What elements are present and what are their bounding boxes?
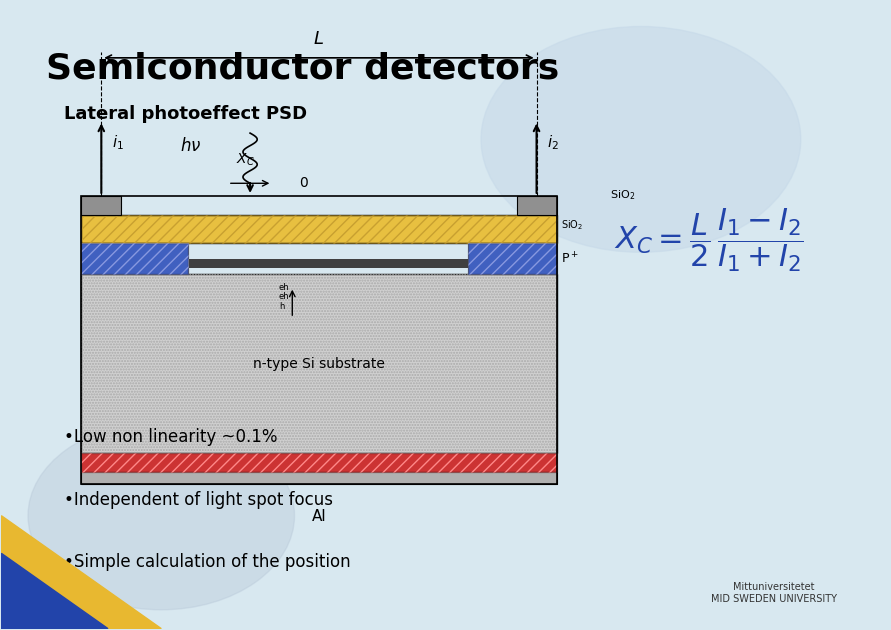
Bar — [81, 215, 557, 243]
Text: Mittuniversitetet
MID SWEDEN UNIVERSITY: Mittuniversitetet MID SWEDEN UNIVERSITY — [711, 582, 838, 604]
Text: •Independent of light spot focus: •Independent of light spot focus — [63, 491, 332, 508]
Text: $L$: $L$ — [314, 30, 324, 49]
Text: eh: eh — [279, 292, 290, 301]
Bar — [468, 243, 557, 274]
Polygon shape — [2, 553, 108, 629]
Bar — [81, 453, 557, 472]
Bar — [468, 243, 557, 274]
Bar — [81, 453, 557, 472]
Text: P$^+$: P$^+$ — [561, 251, 579, 266]
Bar — [81, 196, 121, 215]
Bar — [81, 215, 557, 243]
Text: •Low non linearity ~0.1%: •Low non linearity ~0.1% — [63, 428, 277, 446]
Text: n-type Si substrate: n-type Si substrate — [253, 357, 385, 370]
Bar — [81, 274, 557, 453]
Text: eh: eh — [279, 283, 290, 292]
Circle shape — [481, 26, 801, 252]
Text: $i_2$: $i_2$ — [547, 133, 560, 152]
Bar — [81, 472, 557, 484]
Bar — [188, 258, 468, 268]
Circle shape — [28, 421, 295, 610]
Text: $0$: $0$ — [299, 176, 309, 190]
Bar — [81, 274, 557, 453]
Text: $i_1$: $i_1$ — [112, 133, 124, 152]
Bar — [81, 243, 188, 274]
Text: $h\nu$: $h\nu$ — [180, 137, 201, 154]
Bar — [81, 243, 188, 274]
Text: h: h — [279, 302, 284, 311]
Text: SiO$_2$: SiO$_2$ — [561, 218, 584, 232]
Text: •Simple calculation of the position: •Simple calculation of the position — [63, 553, 350, 571]
Text: $X_C = \dfrac{L}{2}\,\dfrac{I_1 - I_2}{I_1 + I_2}$: $X_C = \dfrac{L}{2}\,\dfrac{I_1 - I_2}{I… — [614, 206, 805, 273]
Bar — [81, 196, 557, 484]
Bar — [517, 196, 557, 215]
Text: Lateral photoeffect PSD: Lateral photoeffect PSD — [63, 105, 307, 123]
Text: $\mathrm{SiO_2}$: $\mathrm{SiO_2}$ — [609, 188, 635, 202]
Polygon shape — [2, 516, 161, 629]
Text: Semiconductor detectors: Semiconductor detectors — [45, 52, 559, 86]
Text: Al: Al — [312, 510, 326, 524]
Text: $X_C$: $X_C$ — [236, 151, 255, 168]
